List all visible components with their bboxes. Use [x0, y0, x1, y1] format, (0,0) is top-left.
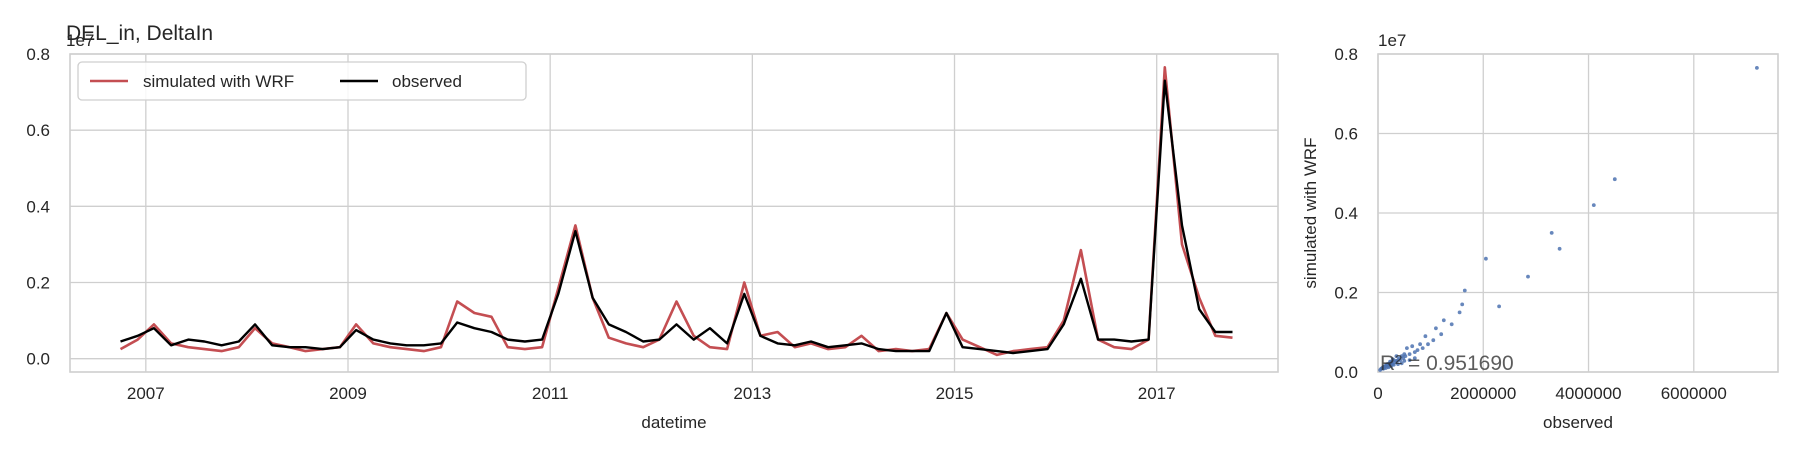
series-line-simulated	[119, 66, 1233, 357]
chart-title: DEL_in, DeltaIn	[66, 22, 213, 45]
x-tick-label: 2011	[532, 384, 569, 403]
scatter-point	[1755, 66, 1759, 70]
scatter-point	[1412, 350, 1417, 354]
scatter-point	[1405, 346, 1409, 350]
scatter-point	[1434, 326, 1438, 331]
scatter-point	[1412, 356, 1417, 360]
scatter-y-tick-label: 0.8	[1334, 45, 1358, 64]
scatter-point	[1399, 354, 1404, 358]
scatter-point	[1396, 362, 1400, 366]
scatter-x-tick-label: 4000000	[1555, 384, 1621, 403]
scatter-point	[1431, 338, 1436, 343]
x-axis-label: datetime	[641, 413, 706, 432]
scatter-tick-labels: 0 2000000 4000000 6000000 0.0 0.2 0.4 0.6 0.8	[1334, 45, 1727, 403]
scatter-y-tick-label: 0.6	[1334, 125, 1358, 144]
timeseries-series	[119, 66, 1233, 357]
scatter-grid	[1377, 53, 1778, 373]
y-tick-label: 0.2	[26, 274, 50, 293]
scatter-point	[1449, 322, 1454, 327]
x-tick-label: 2007	[127, 384, 165, 403]
scatter-y-axis-label: simulated with WRF	[1301, 137, 1320, 288]
legend: simulated with WRF observed	[77, 61, 527, 101]
x-tick-label: 2013	[733, 384, 771, 403]
x-tick-label: 2015	[936, 384, 974, 403]
timeseries-tick-labels: 2007 2009 2011 2013 2015 2017 0.0 0.2 0.4 0.6 0.8	[26, 45, 1175, 403]
timeseries-plot-area	[69, 53, 1279, 373]
y-offset-text: 1e7	[66, 31, 94, 50]
timeseries-grid	[70, 53, 1278, 372]
scatter-point	[1415, 348, 1420, 352]
scatter-point	[1402, 352, 1407, 356]
scatter-point	[1462, 288, 1467, 293]
x-tick-label: 2017	[1138, 384, 1176, 403]
scatter-point	[1441, 318, 1446, 323]
y-tick-label: 0.4	[26, 197, 50, 216]
scatter-point	[1420, 346, 1425, 350]
scatter-x-tick-label: 0	[1373, 384, 1382, 403]
scatter-point	[1439, 332, 1444, 337]
scatter-point	[1426, 342, 1430, 347]
r-squared-annotation: R² = 0.951690	[1380, 352, 1514, 375]
scatter-x-tick-label: 2000000	[1450, 384, 1516, 403]
scatter-point	[1423, 334, 1428, 339]
y-tick-label: 0.0	[26, 350, 50, 369]
scatter-chart: 0 2000000 4000000 6000000 0.0 0.2 0.4 0.6 0.8 1e…	[1301, 31, 1779, 432]
y-tick-label: 0.8	[26, 45, 50, 64]
scatter-point	[1457, 310, 1462, 315]
scatter-point	[1394, 354, 1399, 358]
scatter-point	[1378, 368, 1382, 372]
scatter-point	[1388, 359, 1392, 364]
scatter-y-tick-label: 0.2	[1334, 284, 1358, 303]
scatter-y-tick-label: 0.4	[1334, 204, 1358, 223]
scatter-point	[1557, 246, 1562, 251]
scatter-point	[1591, 203, 1596, 208]
legend-box	[77, 61, 527, 101]
scatter-point	[1410, 344, 1415, 349]
scatter-point	[1460, 302, 1465, 307]
scatter-point	[1407, 358, 1412, 362]
scatter-point	[1402, 359, 1407, 363]
legend-label-simulated: simulated with WRF	[143, 72, 294, 91]
scatter-x-axis-label: observed	[1543, 413, 1613, 432]
scatter-point	[1612, 177, 1617, 182]
x-tick-label: 2009	[329, 384, 367, 403]
scatter-points	[1378, 66, 1759, 372]
scatter-point	[1382, 364, 1387, 369]
scatter-y-tick-label: 0.0	[1334, 363, 1358, 382]
scatter-point	[1526, 274, 1530, 279]
scatter-point	[1385, 362, 1390, 366]
timeseries-chart: 2007 2009 2011 2013 2015 20170.00.20.40.60.8 …	[26, 22, 1279, 432]
series-line-observed	[120, 79, 1233, 355]
scatter-point	[1497, 304, 1501, 309]
scatter-point	[1484, 256, 1488, 261]
scatter-y-offset-text: 1e7	[1378, 31, 1406, 50]
scatter-point	[1407, 352, 1412, 356]
scatter-point	[1399, 361, 1404, 366]
scatter-x-tick-label: 6000000	[1661, 384, 1727, 403]
legend-label-observed: observed	[392, 72, 462, 91]
scatter-point	[1549, 231, 1554, 235]
y-tick-label: 0.6	[26, 121, 50, 140]
scatter-point	[1390, 357, 1395, 362]
scatter-point	[1418, 342, 1422, 347]
